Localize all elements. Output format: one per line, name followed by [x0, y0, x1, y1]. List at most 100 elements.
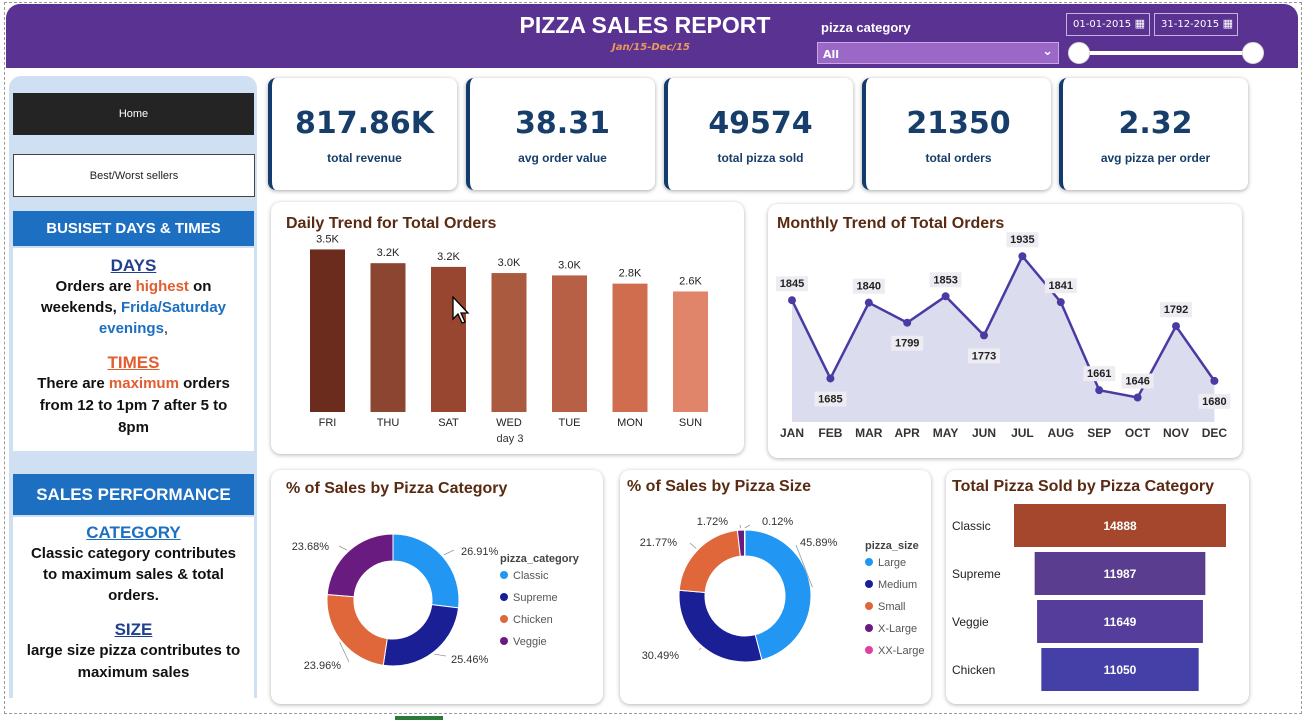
category-filter-dropdown[interactable]: All ⌄ [817, 42, 1059, 64]
monthly-point [864, 298, 873, 307]
legend-swatch [865, 580, 873, 588]
size-legend-title: pizza_size [865, 540, 919, 552]
calendar-icon: ▦ [1222, 17, 1233, 30]
category-sold-bar-label: 11050 [1104, 663, 1137, 677]
kpi-card-total-pizza-sold: 49574 total pizza sold [664, 78, 853, 190]
daily-bar-label: 3.2K [437, 251, 460, 263]
monthly-point [1018, 252, 1027, 261]
daily-x-tick: SAT [438, 417, 459, 429]
monthly-x-tick: AUG [1047, 426, 1074, 440]
daily-bar-label: 2.6K [679, 275, 702, 287]
legend-entry: Chicken [513, 614, 553, 626]
donut-slice-label: 1.72% [697, 516, 728, 528]
donut-slice-label: 26.91% [461, 546, 499, 558]
nav-home-button[interactable]: Home [13, 93, 254, 135]
category-sold-bar-label: 14888 [1103, 519, 1137, 533]
monthly-point-label: 1685 [818, 393, 842, 405]
donut-slice-label: 23.96% [304, 660, 342, 672]
daily-x-tick: WED [496, 417, 522, 429]
donut-leader-line [795, 544, 813, 588]
kpi-label: total revenue [327, 151, 402, 165]
legend-entry: Medium [878, 579, 917, 591]
monthly-label-bg [1006, 232, 1039, 248]
category-filter-value: All [823, 48, 840, 61]
daily-bar-label: 3.0K [558, 259, 581, 271]
pizza-sold-category-title: Total Pizza Sold by Pizza Category [952, 478, 1214, 495]
monthly-x-tick: APR [895, 426, 921, 440]
category-subheading: CATEGORY [86, 523, 181, 542]
monthly-point [941, 292, 950, 301]
kpi-card-avg-order-value: 38.31 avg order value [466, 78, 655, 190]
donut-slice [326, 533, 394, 598]
monthly-point-label: 1661 [1087, 368, 1111, 380]
kpi-value: 21350 [906, 106, 1011, 141]
daily-bar-label: 3.2K [377, 247, 400, 259]
donut-slice-label: 21.77% [640, 537, 678, 549]
daily-x-axis-label: day 3 [497, 433, 524, 445]
category-sold-y-tick: Classic [952, 519, 991, 533]
daily-x-tick: THU [377, 417, 400, 429]
date-to-value: 31-12-2015 [1161, 19, 1220, 30]
legend-entry: X-Large [878, 623, 917, 635]
kpi-label: avg order value [518, 151, 607, 165]
nav-best-worst-button[interactable]: Best/Worst sellers [13, 154, 255, 197]
date-to-input[interactable]: 31-12-2015 ▦ [1154, 13, 1238, 36]
date-range-end-handle[interactable] [1242, 42, 1264, 64]
legend-swatch [865, 624, 873, 632]
donut-leader-line [739, 524, 742, 529]
monthly-point-label: 1841 [1049, 280, 1073, 292]
monthly-trend-title: Monthly Trend of Total Orders [777, 215, 1005, 232]
donut-slice [382, 604, 460, 667]
performance-section-body: CATEGORY Classic category contributes to… [13, 517, 254, 698]
legend-entry: Classic [513, 570, 549, 582]
monthly-point [826, 374, 835, 383]
mouse-cursor-icon [452, 296, 470, 324]
legend-entry: Large [878, 557, 906, 569]
legend-entry: XX-Large [878, 645, 924, 657]
category-text: Classic category contributes to maximum … [30, 545, 237, 604]
calendar-icon: ▦ [1134, 17, 1145, 30]
monthly-label-bg [852, 278, 885, 294]
monthly-x-tick: OCT [1125, 426, 1151, 440]
category-sold-bar [1037, 600, 1203, 643]
donut-leader-line [744, 524, 751, 529]
date-range-slider-track[interactable] [1079, 51, 1253, 55]
donut-slice [744, 529, 812, 661]
size-donut-chart: 45.89% 30.49% 21.77% 1.72% 0.12% pizza_size La… [640, 516, 924, 663]
category-sold-bar-label: 11649 [1104, 615, 1137, 629]
monthly-point [903, 318, 912, 327]
daily-bar [431, 266, 466, 412]
legend-swatch [865, 558, 873, 566]
date-range-start-handle[interactable] [1068, 42, 1090, 64]
pizza-sold-category-card: Total Pizza Sold by Pizza Category 14888… [946, 470, 1249, 704]
performance-section-heading: SALES PERFORMANCE [13, 474, 254, 515]
monthly-x-tick: SEP [1087, 426, 1111, 440]
legend-swatch [865, 646, 873, 654]
daily-trend-title: Daily Trend for Total Orders [286, 215, 497, 232]
legend-entry: Veggie [513, 636, 547, 648]
category-share-title: % of Sales by Pizza Category [286, 480, 508, 497]
kpi-value: 49574 [708, 106, 813, 141]
daily-bar-label: 3.0K [498, 257, 521, 269]
category-sold-y-tick: Chicken [952, 663, 995, 677]
kpi-value: 38.31 [515, 106, 610, 141]
size-share-title: % of Sales by Pizza Size [627, 478, 812, 495]
monthly-label-bg [891, 335, 924, 351]
monthly-point-label: 1853 [933, 274, 957, 286]
legend-swatch [865, 602, 873, 610]
kpi-card-avg-pizza-per-order: 2.32 avg pizza per order [1059, 78, 1248, 190]
days-subheading: DAYS [110, 256, 157, 275]
monthly-point-label: 1680 [1202, 396, 1226, 408]
category-filter-label: pizza category [821, 20, 911, 35]
page-title: PIZZA SALES REPORT [519, 12, 771, 38]
daily-x-tick: TUE [559, 417, 581, 429]
category-legend-title: pizza_category [500, 553, 580, 565]
kpi-label: avg pizza per order [1100, 151, 1211, 165]
donut-slice-label: 25.46% [451, 654, 489, 666]
date-from-input[interactable]: 01-01-2015 ▦ [1066, 13, 1150, 36]
donut-slice-label: 23.68% [292, 541, 330, 553]
legend-entry: Small [878, 601, 906, 613]
monthly-point [980, 331, 988, 340]
legend-swatch [500, 571, 508, 579]
category-donut-chart: 26.91% 25.46% 23.96% 23.68% pizza_category Cl… [292, 533, 580, 672]
